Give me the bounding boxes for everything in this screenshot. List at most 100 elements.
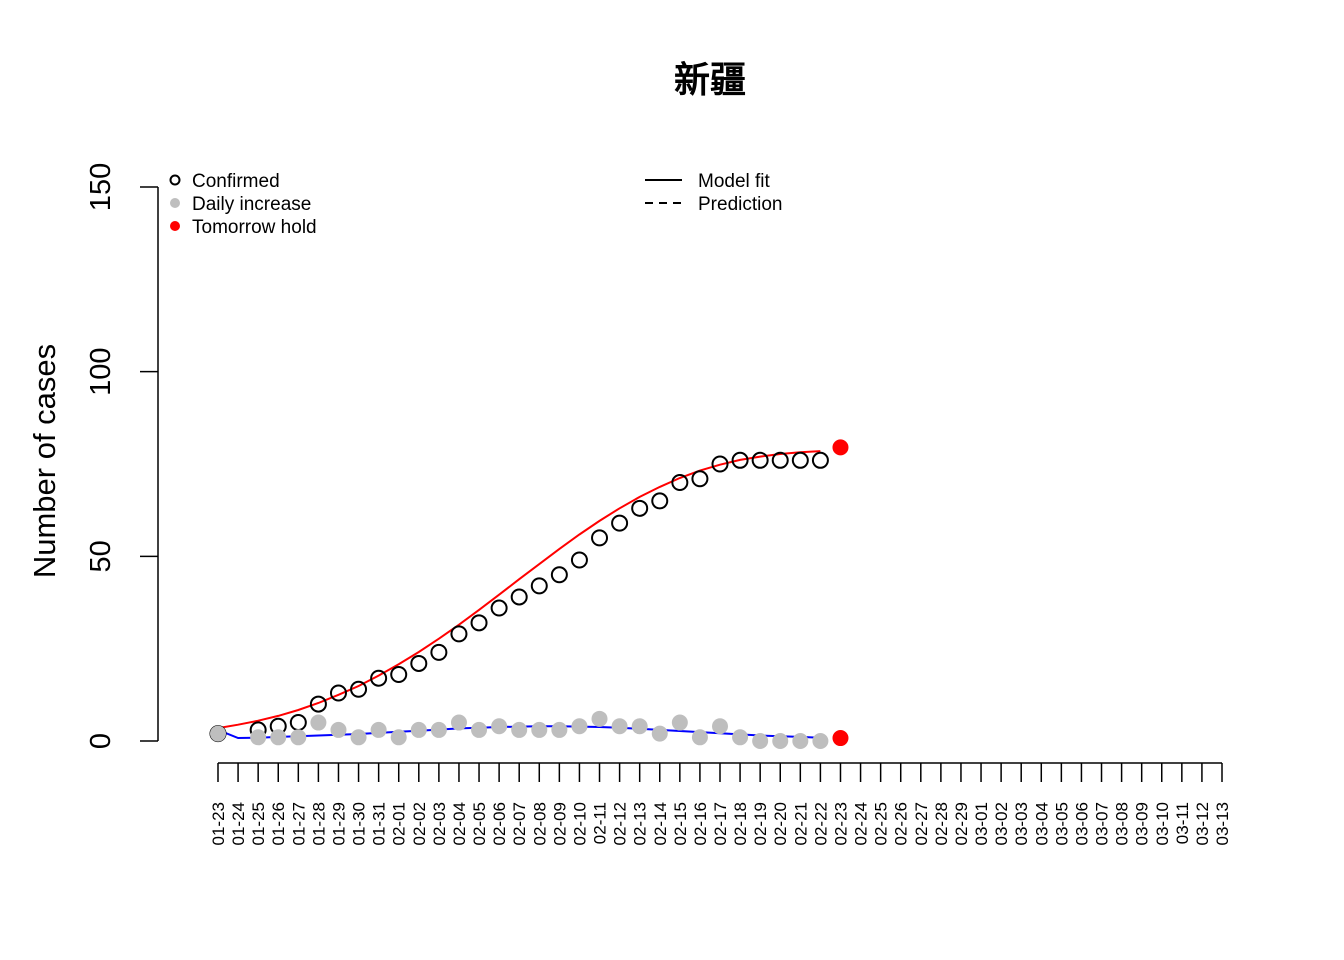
legend-marker xyxy=(170,198,180,208)
data-point xyxy=(772,733,789,749)
data-point xyxy=(792,733,809,749)
x-tick-label: 02-11 xyxy=(591,802,610,844)
data-point xyxy=(631,499,649,517)
x-tick-label: 02-12 xyxy=(611,802,630,845)
data-point xyxy=(811,451,829,469)
x-tick-label: 02-25 xyxy=(872,802,891,845)
x-tick-label: 02-23 xyxy=(831,802,850,845)
data-point xyxy=(470,614,488,632)
data-point xyxy=(370,669,388,687)
x-tick-label: 02-05 xyxy=(470,802,489,845)
legend-marker xyxy=(170,221,180,231)
x-tick-label: 02-20 xyxy=(771,802,790,845)
data-point xyxy=(611,514,629,532)
x-tick-label: 03-06 xyxy=(1072,802,1091,845)
data-point xyxy=(511,721,528,738)
data-point xyxy=(310,714,327,731)
x-tick-label: 02-08 xyxy=(530,802,549,845)
data-point xyxy=(791,451,809,469)
data-point xyxy=(390,666,408,684)
legend-label: Confirmed xyxy=(192,171,280,192)
data-point xyxy=(751,451,769,469)
data-point xyxy=(390,729,407,746)
x-tick-label: 02-16 xyxy=(691,802,710,845)
data-point xyxy=(651,492,669,510)
data-point xyxy=(490,599,508,617)
x-tick-label: 02-19 xyxy=(751,802,770,845)
x-tick-label: 03-05 xyxy=(1052,802,1071,845)
data-point xyxy=(832,439,849,456)
x-tick-label: 01-27 xyxy=(289,802,308,845)
x-tick-label: 02-24 xyxy=(852,802,871,845)
chart-title: 新疆 xyxy=(674,60,746,101)
x-tick-label: 01-23 xyxy=(209,802,228,845)
data-point xyxy=(671,714,688,731)
x-tick-label: 02-22 xyxy=(811,802,830,845)
data-point xyxy=(691,470,709,488)
data-point xyxy=(671,473,689,491)
data-point xyxy=(711,455,729,473)
data-point xyxy=(370,721,387,738)
y-tick-label: 0 xyxy=(85,733,117,749)
data-point xyxy=(471,721,488,738)
x-tick-label: 01-28 xyxy=(309,802,328,845)
x-tick-label: 02-03 xyxy=(430,802,449,845)
data-point xyxy=(410,721,427,738)
data-point xyxy=(732,729,749,746)
data-point xyxy=(309,695,327,713)
data-point xyxy=(210,725,226,742)
legend-label: Model fit xyxy=(698,171,771,192)
x-tick-label: 02-13 xyxy=(631,802,650,845)
x-tick-label: 02-18 xyxy=(731,802,750,845)
legend-label: Prediction xyxy=(698,194,783,215)
x-tick-label: 02-29 xyxy=(952,802,971,845)
data-point xyxy=(611,718,628,735)
data-point xyxy=(270,729,287,746)
data-point xyxy=(491,718,508,735)
x-tick-label: 02-27 xyxy=(912,802,931,845)
data-point xyxy=(651,725,668,742)
x-tick-label: 02-09 xyxy=(550,802,569,845)
x-tick-label: 03-02 xyxy=(992,802,1011,845)
data-point xyxy=(551,721,568,738)
legend-label: Daily increase xyxy=(192,194,311,215)
y-tick-label: 150 xyxy=(85,163,117,211)
x-tick-label: 03-07 xyxy=(1093,802,1112,845)
data-point xyxy=(712,718,728,735)
data-point xyxy=(530,577,548,595)
y-tick-label: 50 xyxy=(85,540,117,572)
legend-marker xyxy=(169,174,181,186)
data-point xyxy=(410,654,428,672)
data-point xyxy=(250,729,267,746)
series-line xyxy=(217,450,821,730)
y-axis-label: Number of cases xyxy=(27,344,62,578)
data-point xyxy=(570,551,588,569)
x-tick-label: 02-28 xyxy=(932,802,951,845)
data-point xyxy=(771,451,789,469)
x-tick-label: 03-11 xyxy=(1173,802,1192,844)
data-points xyxy=(209,439,849,749)
data-point xyxy=(329,684,347,702)
x-tick-label: 03-03 xyxy=(1012,802,1031,845)
data-point xyxy=(752,733,769,749)
x-tick-label: 01-25 xyxy=(249,802,268,845)
x-tick-label: 03-09 xyxy=(1133,802,1152,845)
x-tick-label: 02-21 xyxy=(791,802,810,845)
legend-label: Tomorrow hold xyxy=(192,217,317,238)
x-tick-label: 02-06 xyxy=(490,802,509,845)
data-point xyxy=(430,721,447,738)
x-tick-label: 03-13 xyxy=(1213,802,1232,845)
x-tick-label: 02-17 xyxy=(711,802,730,845)
data-point xyxy=(631,718,648,735)
y-tick-label: 100 xyxy=(85,347,117,395)
x-tick-label: 02-10 xyxy=(570,802,589,845)
x-tick-label: 01-31 xyxy=(370,802,389,845)
x-tick-label: 03-04 xyxy=(1032,802,1051,845)
x-tick-label: 02-07 xyxy=(510,802,529,845)
x-tick-label: 01-30 xyxy=(350,802,369,845)
x-tick-label: 02-15 xyxy=(671,802,690,845)
data-point xyxy=(450,714,467,731)
data-point xyxy=(350,680,368,698)
